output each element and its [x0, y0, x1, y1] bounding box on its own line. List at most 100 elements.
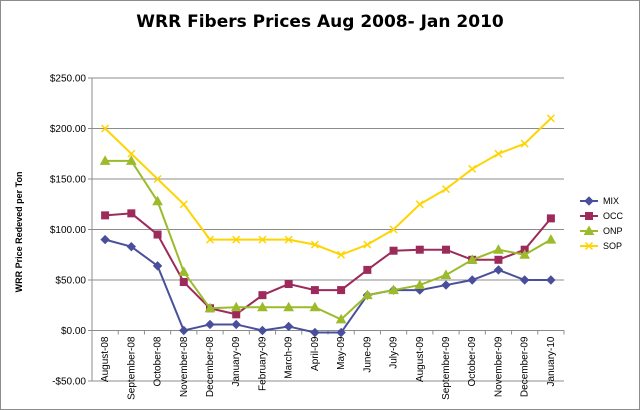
- data-point-x: [389, 225, 398, 234]
- data-point-square: [337, 286, 346, 295]
- data-point-diamond: [283, 321, 294, 332]
- data-point-diamond: [336, 327, 346, 338]
- data-point-x-stroke: [284, 235, 293, 244]
- data-point-x-stroke: [310, 240, 319, 249]
- data-point-diamond: [179, 325, 189, 336]
- data-point-x-stroke: [101, 124, 110, 133]
- data-point-x-stroke: [494, 149, 503, 158]
- data-point-x: [205, 235, 215, 244]
- data-point-x: [363, 240, 372, 249]
- data-point-square: [101, 211, 110, 220]
- y-tick-label: $250.00: [50, 74, 87, 85]
- x-tick-label: February-09: [257, 336, 268, 391]
- data-point-diamond: [493, 265, 504, 275]
- data-point-x-stroke: [153, 174, 162, 184]
- data-point-triangle: [414, 279, 426, 290]
- series-line-occ: [105, 212, 552, 316]
- data-point-square: [310, 286, 319, 295]
- data-point-diamond: [231, 319, 241, 330]
- data-point-triangle: [283, 301, 295, 312]
- data-point-x: [546, 114, 555, 123]
- legend-label: SOP: [603, 241, 622, 251]
- data-point-square: [415, 245, 424, 254]
- data-point-x: [258, 235, 267, 244]
- legend-label: OCC: [603, 211, 624, 221]
- data-point-x-stroke: [415, 200, 424, 209]
- x-tick-label: September-09: [441, 336, 452, 400]
- data-point-triangle: [361, 289, 373, 300]
- data-point-x: [494, 149, 503, 158]
- data-point-diamond: [205, 319, 215, 330]
- data-point-diamond: [126, 241, 137, 252]
- data-point-x-stroke: [584, 241, 594, 251]
- x-tick-label: November-08: [179, 336, 190, 397]
- data-point-x: [127, 149, 136, 158]
- data-point-triangle: [335, 313, 347, 324]
- data-point-x-stroke: [468, 164, 477, 173]
- data-point-x-stroke: [205, 235, 215, 244]
- data-point-x-stroke: [337, 250, 346, 259]
- data-point-x-stroke: [441, 185, 451, 194]
- x-tick-label: January-10: [546, 336, 557, 386]
- x-tick-label: October-09: [467, 336, 478, 386]
- chart-title: WRR Fibers Prices Aug 2008- Jan 2010: [136, 12, 504, 32]
- series-line-sop: [104, 117, 552, 256]
- data-point-x-stroke: [232, 235, 241, 244]
- data-point-x: [441, 185, 451, 194]
- data-point-x-stroke: [520, 139, 529, 148]
- x-tick-label: January-09: [231, 336, 242, 386]
- data-point-x-stroke: [258, 235, 267, 244]
- data-point-diamond: [310, 327, 320, 338]
- x-tick-label: August-09: [415, 336, 426, 382]
- data-point-triangle: [466, 254, 478, 264]
- data-point-triangle: [493, 244, 504, 254]
- data-point-square: [232, 310, 241, 319]
- data-point-diamond: [584, 196, 594, 206]
- data-point-diamond: [441, 280, 451, 290]
- data-point-triangle: [125, 155, 137, 165]
- y-tick-label: $100.00: [50, 225, 87, 236]
- data-point-square: [363, 265, 372, 274]
- data-point-x: [415, 200, 424, 209]
- data-point-x: [337, 250, 346, 259]
- data-point-diamond: [467, 275, 477, 285]
- data-point-triangle: [309, 301, 321, 312]
- data-point-triangle: [545, 234, 557, 244]
- data-point-triangle: [440, 269, 452, 279]
- data-point-square: [585, 212, 593, 220]
- data-point-triangle: [204, 302, 216, 313]
- data-point-square: [179, 278, 188, 287]
- data-point-triangle: [178, 266, 190, 276]
- data-point-square: [442, 245, 450, 254]
- data-point-triangle: [152, 195, 163, 206]
- data-point-x: [101, 124, 110, 133]
- y-tick-label: $200.00: [50, 124, 87, 135]
- data-point-x: [153, 174, 162, 184]
- x-tick-label: June-09: [362, 336, 373, 373]
- data-point-triangle: [519, 249, 531, 259]
- x-tick-label: April-09: [310, 336, 321, 371]
- x-tick-label: October-08: [153, 336, 164, 386]
- x-tick-label: March-09: [284, 336, 295, 379]
- data-point-triangle: [257, 301, 268, 312]
- data-point-square: [127, 209, 136, 218]
- data-point-x-stroke: [546, 114, 555, 123]
- data-point-x: [179, 200, 188, 209]
- data-point-x: [520, 139, 529, 148]
- data-point-triangle: [583, 225, 595, 235]
- series-line-onp: [105, 159, 552, 321]
- data-point-diamond: [100, 234, 110, 245]
- data-point-diamond: [152, 261, 163, 271]
- data-point-x: [468, 164, 477, 173]
- x-tick-label: July-09: [389, 336, 400, 369]
- series-line-mix: [104, 238, 551, 334]
- data-point-x: [284, 235, 293, 244]
- data-point-square: [389, 246, 398, 255]
- data-point-x-stroke: [179, 200, 188, 209]
- data-point-square: [153, 230, 162, 239]
- data-point-square: [494, 255, 503, 264]
- data-point-x: [584, 241, 594, 251]
- data-point-triangle: [230, 301, 242, 312]
